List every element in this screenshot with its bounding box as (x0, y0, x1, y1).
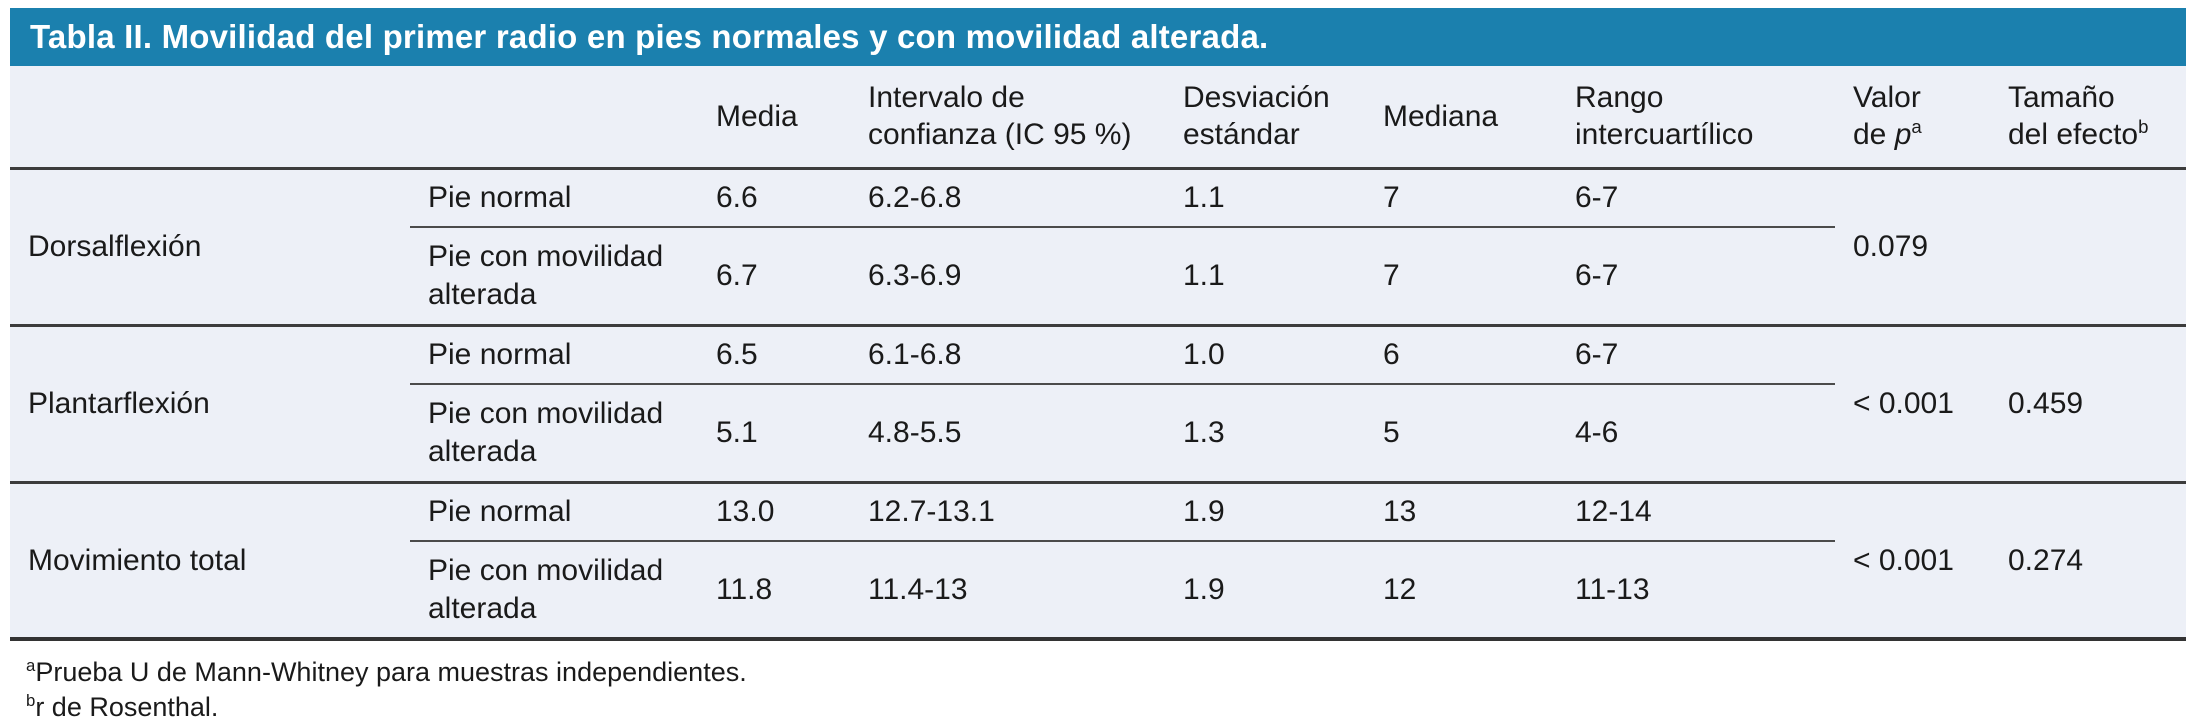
header-p-value: Valor de pa (1835, 66, 1990, 170)
header-sd-line1: Desviación (1183, 80, 1330, 114)
mediana-cell: 7 (1365, 227, 1557, 327)
mediana-cell: 13 (1365, 482, 1557, 542)
footnote-b-superscript: b (26, 691, 36, 710)
header-effect-line2: del efectob (2008, 116, 2149, 152)
table-row: Dorsalflexión Pie normal 6.6 6.2-6.8 1.1… (10, 168, 2186, 327)
header-effect-size: Tamaño del efectob (1990, 66, 2186, 170)
header-empty-group (10, 66, 410, 170)
header-mediana-label: Mediana (1383, 99, 1499, 133)
media-cell: 6.7 (698, 227, 850, 327)
effect-size-cell: 0.274 (1990, 482, 2186, 641)
mediana-cell: 5 (1365, 384, 1557, 484)
header-iqr-line2: intercuartílico (1575, 118, 1754, 152)
table-row: Pie con movilidad alterada 5.1 4.8-5.5 1… (10, 384, 2186, 484)
iqr-cell: 6-7 (1557, 325, 1835, 385)
sd-cell: 1.9 (1165, 482, 1365, 542)
media-cell: 13.0 (698, 482, 850, 542)
table-row: Plantarflexión Pie normal 6.5 6.1-6.8 1.… (10, 325, 2186, 484)
table-row: Pie con movilidad alterada 6.7 6.3-6.9 1… (10, 227, 2186, 327)
group-label-movimiento-total: Movimiento total (10, 482, 410, 641)
ci-cell: 4.8-5.5 (850, 384, 1165, 484)
media-cell: 11.8 (698, 541, 850, 641)
iqr-cell: 12-14 (1557, 482, 1835, 542)
effect-size-cell: 0.459 (1990, 325, 2186, 484)
footnote-a-superscript: a (26, 656, 36, 675)
footnotes: aPrueba U de Mann-Whitney para muestras … (10, 641, 2186, 725)
effect-superscript: b (2138, 116, 2149, 138)
effect-size-cell (1990, 168, 2186, 327)
header-media-label: Media (716, 99, 798, 133)
condition-cell: Pie con movilidad alterada (410, 227, 698, 327)
media-cell: 5.1 (698, 384, 850, 484)
header-standard-deviation: Desviación estándar (1165, 66, 1365, 170)
mediana-cell: 6 (1365, 325, 1557, 385)
iqr-cell: 6-7 (1557, 227, 1835, 327)
header-p-line1: Valor (1853, 80, 1921, 114)
header-confidence-interval: Intervalo de confianza (IC 95 %) (850, 66, 1165, 170)
condition-cell: Pie normal (410, 168, 698, 228)
group-label-plantarflexion: Plantarflexión (10, 325, 410, 484)
condition-cell: Pie normal (410, 482, 698, 542)
footnote-a-text: Prueba U de Mann-Whitney para muestras i… (35, 657, 747, 687)
footnote-a: aPrueba U de Mann-Whitney para muestras … (26, 655, 2186, 690)
header-mediana: Mediana (1365, 66, 1557, 170)
table-title-bar: Tabla II. Movilidad del primer radio en … (10, 8, 2186, 66)
condition-cell: Pie con movilidad alterada (410, 541, 698, 641)
header-empty-condition (410, 66, 698, 170)
table-row: Movimiento total Pie normal 13.0 12.7-13… (10, 482, 2186, 641)
header-ci-line1: Intervalo de (868, 80, 1025, 114)
condition-cell: Pie con movilidad alterada (410, 384, 698, 484)
p-value-cell: 0.079 (1835, 168, 1990, 327)
table-row: Pie con movilidad alterada 11.8 11.4-13 … (10, 541, 2186, 641)
table-title: Tabla II. Movilidad del primer radio en … (30, 18, 1269, 55)
footnote-b-text: r de Rosenthal. (35, 692, 219, 722)
ci-cell: 6.2-6.8 (850, 168, 1165, 228)
sd-cell: 1.0 (1165, 325, 1365, 385)
sd-cell: 1.9 (1165, 541, 1365, 641)
sd-cell: 1.1 (1165, 168, 1365, 228)
ci-cell: 6.1-6.8 (850, 325, 1165, 385)
header-ci-line2: confianza (IC 95 %) (868, 118, 1132, 152)
media-cell: 6.5 (698, 325, 850, 385)
header-p-line2: de pa (1853, 116, 1922, 152)
p-symbol: p (1894, 118, 1912, 152)
statistics-table: Media Intervalo de confianza (IC 95 %) D… (10, 66, 2186, 641)
mediana-cell: 12 (1365, 541, 1557, 641)
p-value-cell: < 0.001 (1835, 482, 1990, 641)
header-interquartile-range: Rango intercuartílico (1557, 66, 1835, 170)
ci-cell: 12.7-13.1 (850, 482, 1165, 542)
iqr-cell: 6-7 (1557, 168, 1835, 228)
header-iqr-line1: Rango (1575, 80, 1664, 114)
header-media: Media (698, 66, 850, 170)
footnote-b: br de Rosenthal. (26, 690, 2186, 725)
mediana-cell: 7 (1365, 168, 1557, 228)
header-effect-line1: Tamaño (2008, 80, 2115, 114)
sd-cell: 1.1 (1165, 227, 1365, 327)
p-value-cell: < 0.001 (1835, 325, 1990, 484)
p-superscript: a (1911, 116, 1922, 138)
sd-cell: 1.3 (1165, 384, 1365, 484)
group-label-dorsalflexion: Dorsalflexión (10, 168, 410, 327)
ci-cell: 6.3-6.9 (850, 227, 1165, 327)
iqr-cell: 4-6 (1557, 384, 1835, 484)
condition-cell: Pie normal (410, 325, 698, 385)
iqr-cell: 11-13 (1557, 541, 1835, 641)
media-cell: 6.6 (698, 168, 850, 228)
header-row: Media Intervalo de confianza (IC 95 %) D… (10, 66, 2186, 170)
header-sd-line2: estándar (1183, 118, 1300, 152)
ci-cell: 11.4-13 (850, 541, 1165, 641)
